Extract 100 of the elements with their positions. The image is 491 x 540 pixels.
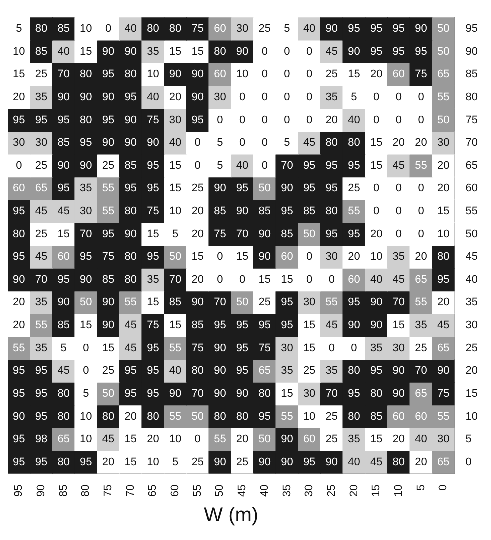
data-label: 10 xyxy=(236,68,249,81)
data-label: 5 xyxy=(172,456,179,468)
data-label: 85 xyxy=(102,274,115,286)
data-label: 20 xyxy=(147,434,160,446)
data-label: 35 xyxy=(80,182,92,195)
data-label: 65 xyxy=(437,456,450,468)
x-tick-label: 0 xyxy=(438,484,450,491)
y-tick-label: 65 xyxy=(466,160,478,172)
data-label: 75 xyxy=(147,320,160,332)
data-label: 45 xyxy=(326,46,338,58)
data-label: 90 xyxy=(13,274,26,286)
data-label: 35 xyxy=(326,365,338,378)
data-label: 60 xyxy=(58,251,70,264)
data-label: 95 xyxy=(326,228,338,240)
data-label: 80 xyxy=(437,251,450,264)
data-label: 95 xyxy=(13,365,26,378)
data-label: 95 xyxy=(35,365,48,378)
data-label: 80 xyxy=(258,388,272,400)
data-label: 0 xyxy=(217,251,224,264)
data-label: 0 xyxy=(262,114,268,126)
data-label: 5 xyxy=(217,137,224,150)
data-label: 30 xyxy=(437,434,450,446)
data-label: 40 xyxy=(415,434,428,446)
data-label: 90 xyxy=(348,46,360,58)
data-label: 20 xyxy=(415,137,428,150)
data-label: 75 xyxy=(437,388,450,400)
data-label: 95 xyxy=(370,365,383,378)
data-label: 0 xyxy=(374,114,380,126)
data-label: 50 xyxy=(102,388,115,400)
data-label: 55 xyxy=(437,410,450,423)
data-label: 40 xyxy=(147,91,160,104)
data-label: 75 xyxy=(147,114,160,126)
data-label: 70 xyxy=(236,228,249,240)
x-tick-label: 95 xyxy=(13,484,26,498)
data-label: 90 xyxy=(281,434,294,446)
data-label: 90 xyxy=(192,68,204,81)
data-label: 20 xyxy=(192,228,204,240)
data-label: 80 xyxy=(370,388,383,400)
data-label: 10 xyxy=(147,456,160,468)
data-label: 80 xyxy=(214,46,226,58)
data-label: 25 xyxy=(35,228,48,240)
data-label: 20 xyxy=(437,160,450,172)
data-label: 40 xyxy=(348,114,360,126)
data-label: 95 xyxy=(147,182,160,195)
x-tick-label: 15 xyxy=(370,484,383,498)
data-label: 25 xyxy=(35,160,48,172)
data-label: 30 xyxy=(437,137,450,150)
data-label: 95 xyxy=(348,160,360,172)
data-label: 0 xyxy=(284,114,290,126)
data-label: 25 xyxy=(348,182,360,195)
data-label: 50 xyxy=(80,296,92,309)
data-label: 0 xyxy=(105,23,112,36)
data-label: 95 xyxy=(348,228,360,240)
data-label: 90 xyxy=(370,296,383,309)
data-label: 95 xyxy=(281,296,294,309)
data-label: 90 xyxy=(102,91,115,104)
data-label: 65 xyxy=(415,388,428,400)
data-label: 40 xyxy=(58,46,70,58)
data-label: 80 xyxy=(58,388,70,400)
data-label: 95 xyxy=(35,456,48,468)
data-label: 95 xyxy=(102,228,115,240)
data-label: 20 xyxy=(370,68,383,81)
data-label: 45 xyxy=(124,342,137,354)
data-label: 5 xyxy=(351,91,358,104)
data-label: 30 xyxy=(169,114,182,126)
data-label: 65 xyxy=(415,274,428,286)
data-label: 85 xyxy=(169,296,182,309)
data-label: 0 xyxy=(306,274,313,286)
data-label: 45 xyxy=(370,456,383,468)
x-axis-title: W (m) xyxy=(204,504,259,527)
data-label: 0 xyxy=(217,274,224,286)
data-label: 95 xyxy=(102,114,115,126)
x-tick-label: 70 xyxy=(124,484,137,498)
data-label: 0 xyxy=(306,114,313,126)
y-tick-label: 15 xyxy=(466,388,478,400)
data-label: 95 xyxy=(147,160,160,172)
data-label: 95 xyxy=(258,410,272,423)
data-label: 75 xyxy=(415,68,428,81)
data-label: 90 xyxy=(169,388,182,400)
data-label: 90 xyxy=(58,91,70,104)
data-label: 0 xyxy=(374,182,380,195)
data-label: 95 xyxy=(13,434,26,446)
data-label: 20 xyxy=(326,114,338,126)
x-tick-label: 30 xyxy=(304,484,316,498)
data-label: 0 xyxy=(328,274,335,286)
y-tick-label: 85 xyxy=(466,68,478,81)
data-label: 0 xyxy=(262,46,268,58)
data-label: 90 xyxy=(348,320,360,332)
data-label: 75 xyxy=(214,228,226,240)
data-label: 95 xyxy=(13,206,26,218)
data-label: 55 xyxy=(415,160,428,172)
data-label: 90 xyxy=(437,365,450,378)
data-label: 20 xyxy=(124,410,137,423)
x-tick-label: 55 xyxy=(192,484,204,498)
data-label: 5 xyxy=(217,160,224,172)
data-label: 90 xyxy=(102,46,115,58)
data-label: 25 xyxy=(258,296,272,309)
data-label: 45 xyxy=(35,251,48,264)
data-label: 95 xyxy=(392,46,406,58)
data-label: 90 xyxy=(124,114,137,126)
